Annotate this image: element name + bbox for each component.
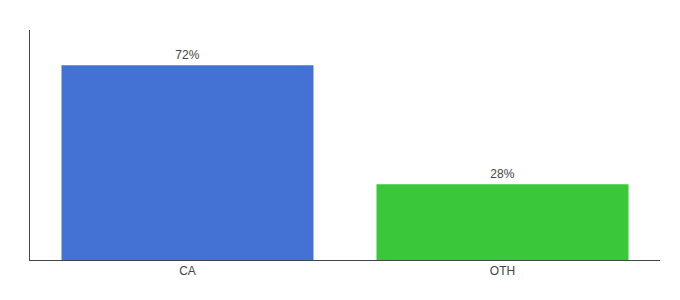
svg-text:CA: CA bbox=[179, 264, 196, 278]
svg-text:72%: 72% bbox=[175, 48, 199, 62]
svg-text:28%: 28% bbox=[490, 167, 514, 181]
svg-text:OTH: OTH bbox=[490, 264, 515, 278]
